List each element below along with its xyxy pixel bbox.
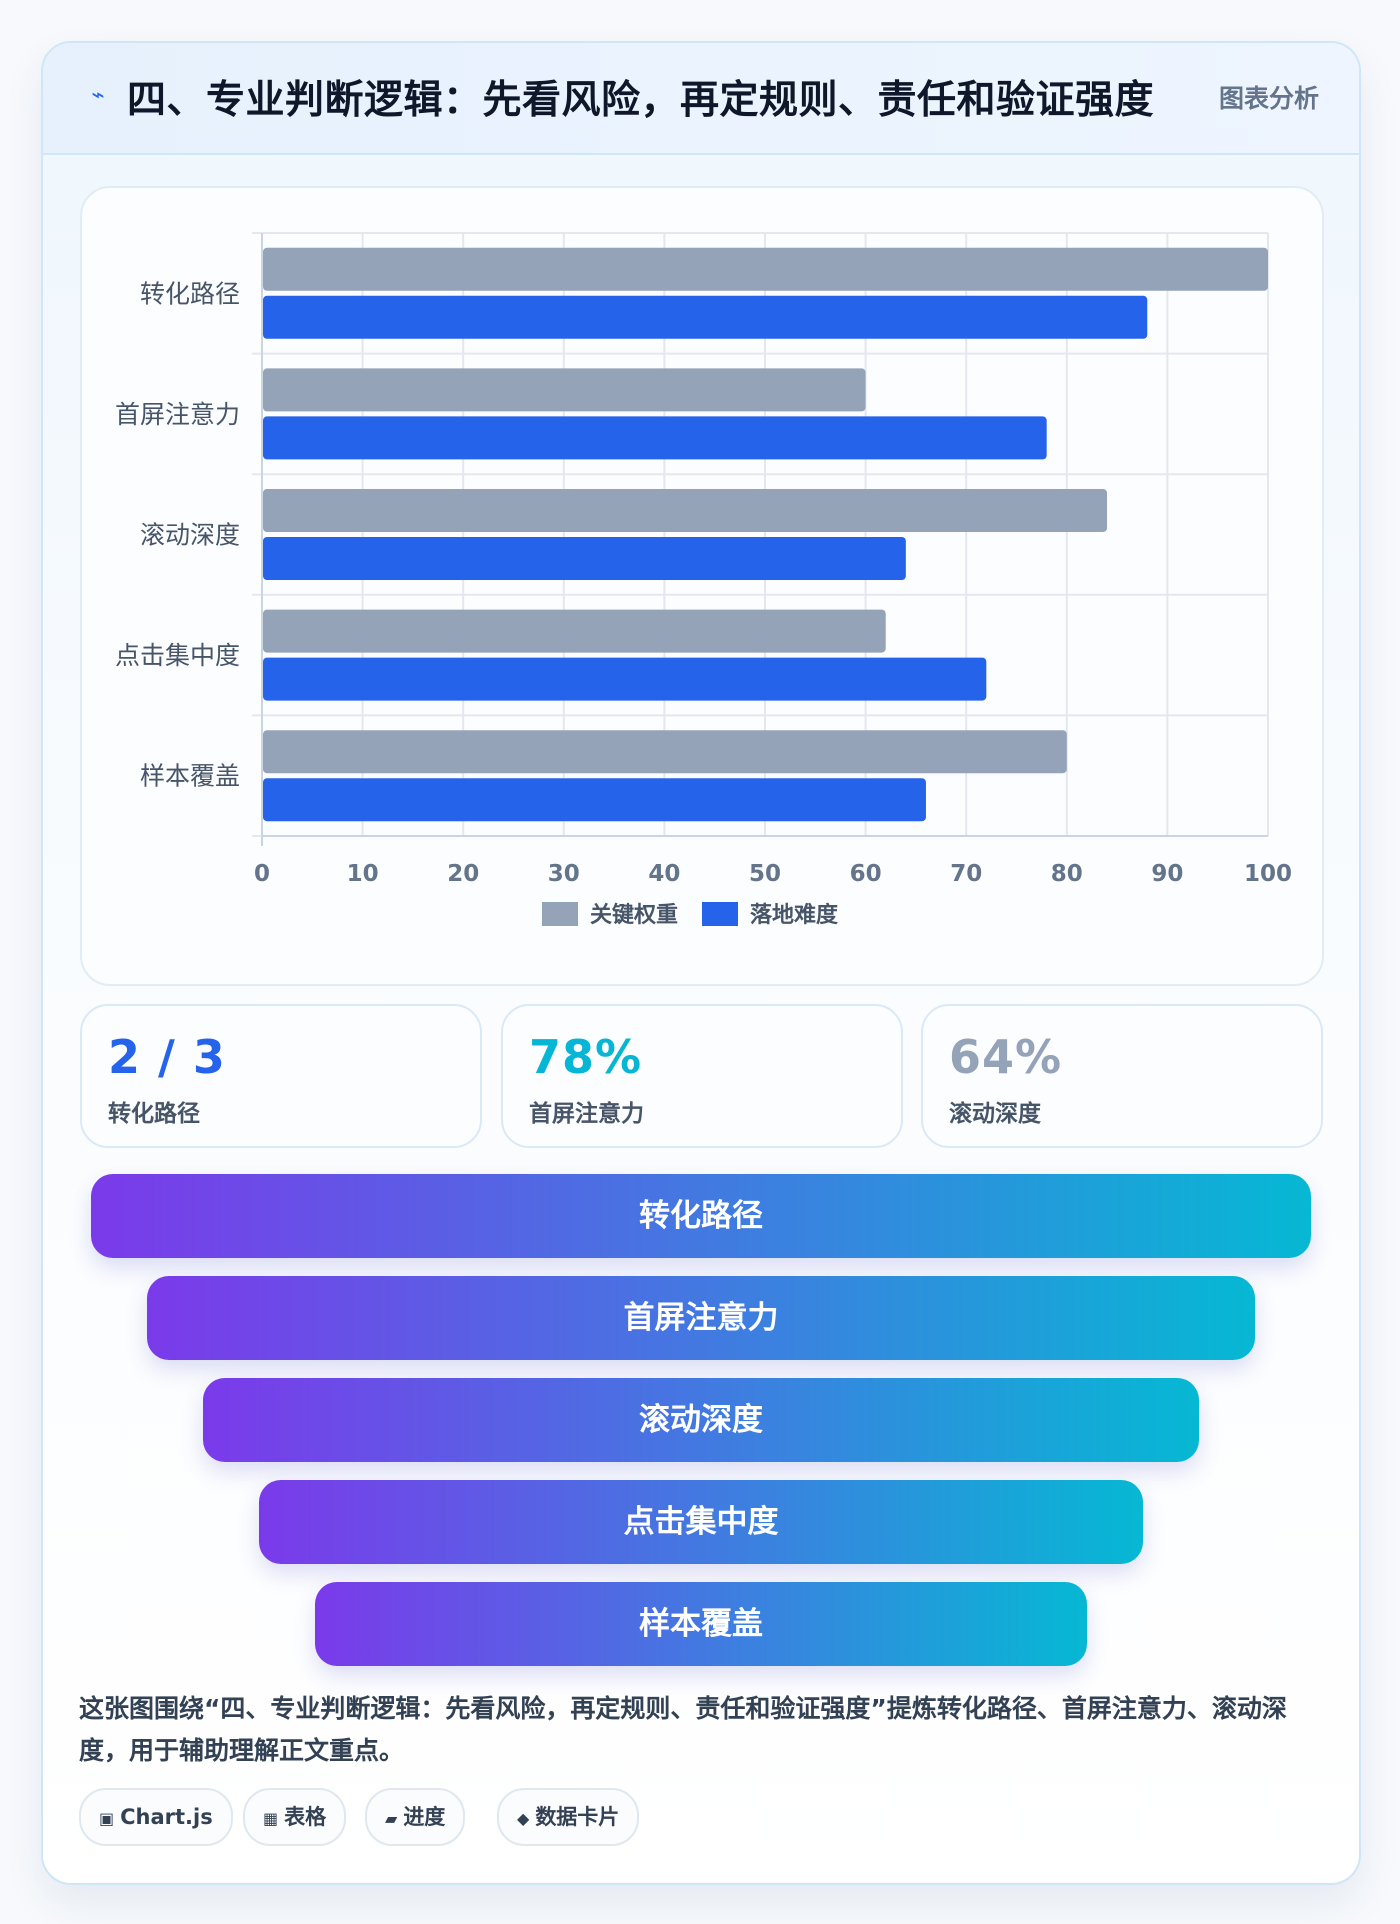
chart-summary: 这张图围绕“四、专业判断逻辑：先看风险，再定规则、责任和验证强度”提炼转化路径、… bbox=[79, 1694, 1287, 1765]
diamond-icon: ◆ bbox=[517, 1809, 530, 1828]
x-tick-label: 80 bbox=[1051, 861, 1083, 887]
tag-chartjs[interactable]: ▣ Chart.js bbox=[79, 1788, 233, 1846]
table-icon: ▦ bbox=[263, 1809, 279, 1828]
category-label: 转化路径 bbox=[140, 279, 240, 308]
lightning-icon: ⌁ bbox=[91, 83, 105, 108]
chart-card: ⌁ 四、专业判断逻辑：先看风险，再定规则、责任和验证强度 图表分析 转化路径首屏… bbox=[41, 41, 1361, 1885]
chart-analysis-tag: 图表分析 bbox=[1218, 84, 1319, 113]
funnel-step: 转化路径 bbox=[91, 1174, 1311, 1258]
funnel-step: 滚动深度 bbox=[203, 1378, 1199, 1462]
chip-icon: ▣ bbox=[99, 1809, 115, 1828]
x-tick-label: 100 bbox=[1244, 861, 1292, 887]
bar bbox=[263, 730, 1067, 774]
x-tick-label: 40 bbox=[648, 861, 680, 887]
card-header: ⌁ 四、专业判断逻辑：先看风险，再定规则、责任和验证强度 图表分析 bbox=[43, 43, 1359, 155]
x-tick-label: 20 bbox=[447, 861, 479, 887]
tag-table[interactable]: ▦ 表格 bbox=[243, 1788, 347, 1846]
legend-label: 关键权重 bbox=[590, 902, 678, 928]
stat-label: 转化路径 bbox=[108, 1101, 200, 1127]
progress-icon: ▰ bbox=[385, 1809, 398, 1828]
funnel-step: 首屏注意力 bbox=[147, 1276, 1255, 1360]
x-tick-label: 60 bbox=[850, 861, 882, 887]
category-label: 样本覆盖 bbox=[140, 762, 240, 791]
tag-label: 进度 bbox=[403, 1805, 446, 1829]
bar bbox=[263, 489, 1108, 532]
stat-value: 64% bbox=[949, 1030, 1063, 1084]
funnel-step: 点击集中度 bbox=[259, 1480, 1143, 1564]
stat-value: 78% bbox=[529, 1030, 643, 1084]
x-tick-label: 90 bbox=[1151, 861, 1183, 887]
bar bbox=[263, 416, 1047, 460]
x-tick-label: 50 bbox=[749, 861, 781, 887]
legend-swatch bbox=[702, 902, 738, 926]
stat-card-1: 2 / 3 转化路径 bbox=[80, 1004, 482, 1148]
stat-value: 2 / 3 bbox=[108, 1030, 226, 1084]
bar bbox=[263, 657, 987, 701]
bar bbox=[263, 247, 1268, 291]
x-tick-label: 30 bbox=[548, 861, 580, 887]
stat-label: 首屏注意力 bbox=[529, 1101, 644, 1127]
stat-card-3: 64% 滚动深度 bbox=[921, 1004, 1323, 1148]
card-title: 四、专业判断逻辑：先看风险，再定规则、责任和验证强度 bbox=[127, 78, 1155, 123]
tag-data-cards[interactable]: ◆ 数据卡片 bbox=[497, 1788, 640, 1846]
bar-chart-panel: 转化路径首屏注意力滚动深度点击集中度样本覆盖 0 10 20 30 40 50 60 70 80 9… bbox=[80, 186, 1324, 986]
category-label: 点击集中度 bbox=[115, 641, 240, 670]
bar bbox=[263, 537, 906, 580]
tag-label: 表格 bbox=[284, 1805, 327, 1829]
legend-label: 落地难度 bbox=[750, 902, 839, 928]
bar bbox=[263, 368, 866, 412]
tag-progress[interactable]: ▰ 进度 bbox=[365, 1788, 466, 1846]
stat-card-2: 78% 首屏注意力 bbox=[501, 1004, 903, 1148]
category-label: 滚动深度 bbox=[140, 521, 240, 550]
funnel-step: 样本覆盖 bbox=[315, 1582, 1087, 1666]
x-tick-label: 0 bbox=[254, 861, 270, 887]
bar bbox=[263, 295, 1148, 339]
stat-label: 滚动深度 bbox=[949, 1101, 1041, 1127]
x-tick-label: 70 bbox=[950, 861, 982, 887]
bar bbox=[263, 609, 886, 653]
category-label: 首屏注意力 bbox=[115, 400, 240, 429]
legend-swatch bbox=[542, 902, 578, 926]
tag-label: Chart.js bbox=[120, 1805, 213, 1829]
tag-label: 数据卡片 bbox=[535, 1805, 620, 1829]
bar bbox=[263, 778, 926, 822]
x-tick-label: 10 bbox=[347, 861, 379, 887]
